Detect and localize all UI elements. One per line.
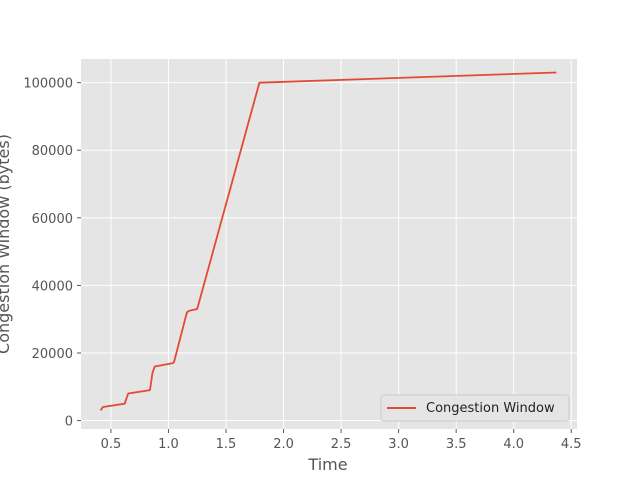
plot-background <box>81 59 577 429</box>
x-tick-label: 1.0 <box>158 437 179 452</box>
y-tick-label: 60000 <box>32 212 73 227</box>
y-tick-label: 80000 <box>32 144 73 159</box>
grid-lines <box>81 59 577 429</box>
x-axis-ticks: 0.5 1.0 1.5 2.0 2.5 3.0 3.5 4.0 4.5 <box>101 429 582 452</box>
y-tick-label: 40000 <box>32 279 73 294</box>
y-tick-label: 100000 <box>23 77 73 92</box>
x-tick-label: 0.5 <box>101 437 122 452</box>
x-tick-label: 3.0 <box>388 437 409 452</box>
legend: Congestion Window <box>380 394 570 422</box>
y-tick-label: 20000 <box>32 347 73 362</box>
series-line <box>99 71 557 411</box>
series-lines <box>99 71 557 411</box>
y-axis-label: Congestion Window (bytes) <box>0 134 13 354</box>
x-axis-label: Time <box>307 455 347 474</box>
x-tick-label: 3.5 <box>446 437 467 452</box>
x-tick-label: 2.0 <box>273 437 294 452</box>
legend-box <box>380 394 570 422</box>
x-tick-label: 4.5 <box>561 437 582 452</box>
y-axis-ticks: 0 20000 40000 60000 80000 100000 <box>23 77 81 430</box>
y-tick-label: 0 <box>65 415 73 430</box>
legend-entry-label: Congestion Window <box>426 401 555 416</box>
x-tick-label: 2.5 <box>331 437 352 452</box>
x-tick-label: 1.5 <box>216 437 237 452</box>
x-tick-label: 4.0 <box>503 437 524 452</box>
